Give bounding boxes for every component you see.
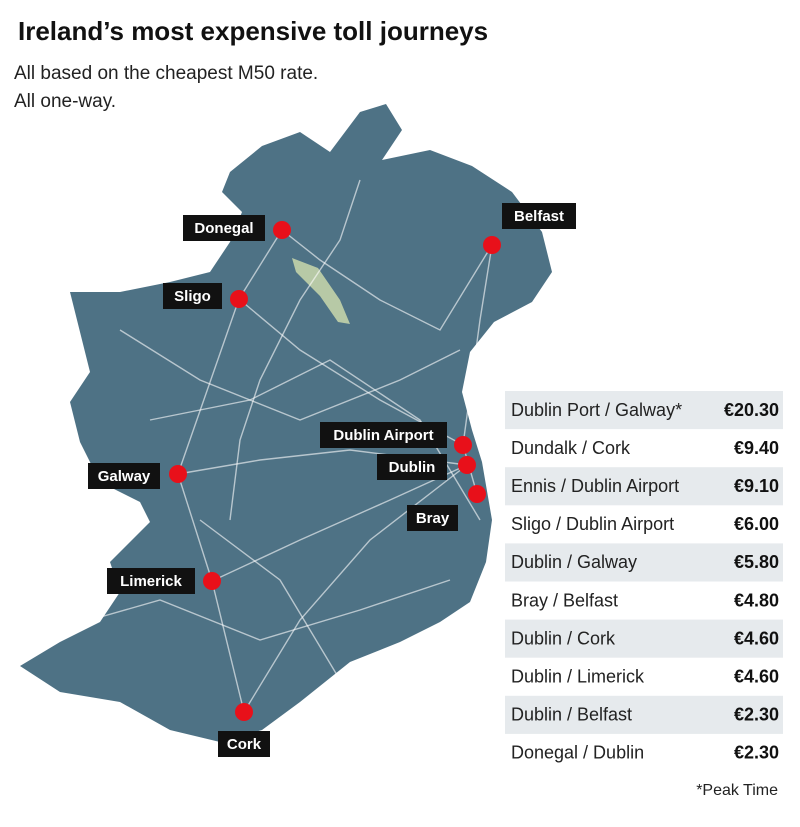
route: Dublin / Belfast <box>511 705 632 725</box>
price: €20.30 <box>724 400 779 420</box>
city-label-box <box>377 454 447 480</box>
route: Dublin / Cork <box>511 628 616 648</box>
price: €9.10 <box>734 476 779 496</box>
route: Dublin / Galway <box>511 552 637 572</box>
city-label: Donegal <box>194 220 253 237</box>
price: €4.80 <box>734 590 779 610</box>
route: Sligo / Dublin Airport <box>511 514 674 534</box>
city-marker <box>458 456 476 474</box>
city-label: Bray <box>416 510 450 527</box>
price: €4.60 <box>734 667 779 687</box>
city-marker <box>169 465 187 483</box>
footnote: *Peak Time <box>696 782 778 799</box>
city-label-box <box>107 568 195 594</box>
city-marker <box>454 436 472 454</box>
city-label: Dublin Airport <box>333 427 433 444</box>
price: €9.40 <box>734 438 779 458</box>
city-label-box <box>320 422 447 448</box>
price: €4.60 <box>734 628 779 648</box>
route: Bray / Belfast <box>511 590 618 610</box>
route: Ennis / Dublin Airport <box>511 476 679 496</box>
row-background <box>505 695 783 734</box>
city-label-box <box>88 463 160 489</box>
city-marker <box>203 572 221 590</box>
lake <box>292 258 350 324</box>
price: €6.00 <box>734 514 779 534</box>
route: Dublin / Limerick <box>511 667 645 687</box>
subtitle: All one-way. <box>14 91 116 112</box>
city-marker <box>468 485 486 503</box>
city-label: Cork <box>227 736 262 753</box>
city-label: Limerick <box>120 573 182 590</box>
row-background <box>505 467 783 506</box>
price: €2.30 <box>734 705 779 725</box>
price: €2.30 <box>734 743 779 763</box>
row-background <box>505 619 783 658</box>
title: Ireland’s most expensive toll journeys <box>18 16 488 46</box>
subtitle: All based on the cheapest M50 rate. <box>14 63 318 84</box>
city-marker <box>230 290 248 308</box>
map <box>20 104 552 742</box>
table: Dublin Port / Galway* €20.30 Dundalk / Cor… <box>505 391 783 763</box>
route: Dundalk / Cork <box>511 438 631 458</box>
city-marker <box>483 236 501 254</box>
row-background <box>505 391 783 430</box>
city-label-box <box>218 731 270 757</box>
city-label-box <box>502 203 576 229</box>
city-label: Galway <box>98 468 151 485</box>
cities: Donegal Belfast Sligo Dublin Airport Dublin B… <box>88 203 576 757</box>
city-marker <box>235 703 253 721</box>
price: €5.80 <box>734 552 779 572</box>
row-background <box>505 543 783 582</box>
city-label: Belfast <box>514 208 564 225</box>
city-label-box <box>163 283 222 309</box>
city-marker <box>273 221 291 239</box>
city-label: Sligo <box>174 288 211 305</box>
island <box>20 104 552 742</box>
route: Donegal / Dublin <box>511 743 644 763</box>
city-label: Dublin <box>389 459 436 476</box>
city-label-box <box>183 215 265 241</box>
roads <box>89 179 493 713</box>
route: Dublin Port / Galway* <box>511 400 682 420</box>
city-label-box <box>407 505 458 531</box>
